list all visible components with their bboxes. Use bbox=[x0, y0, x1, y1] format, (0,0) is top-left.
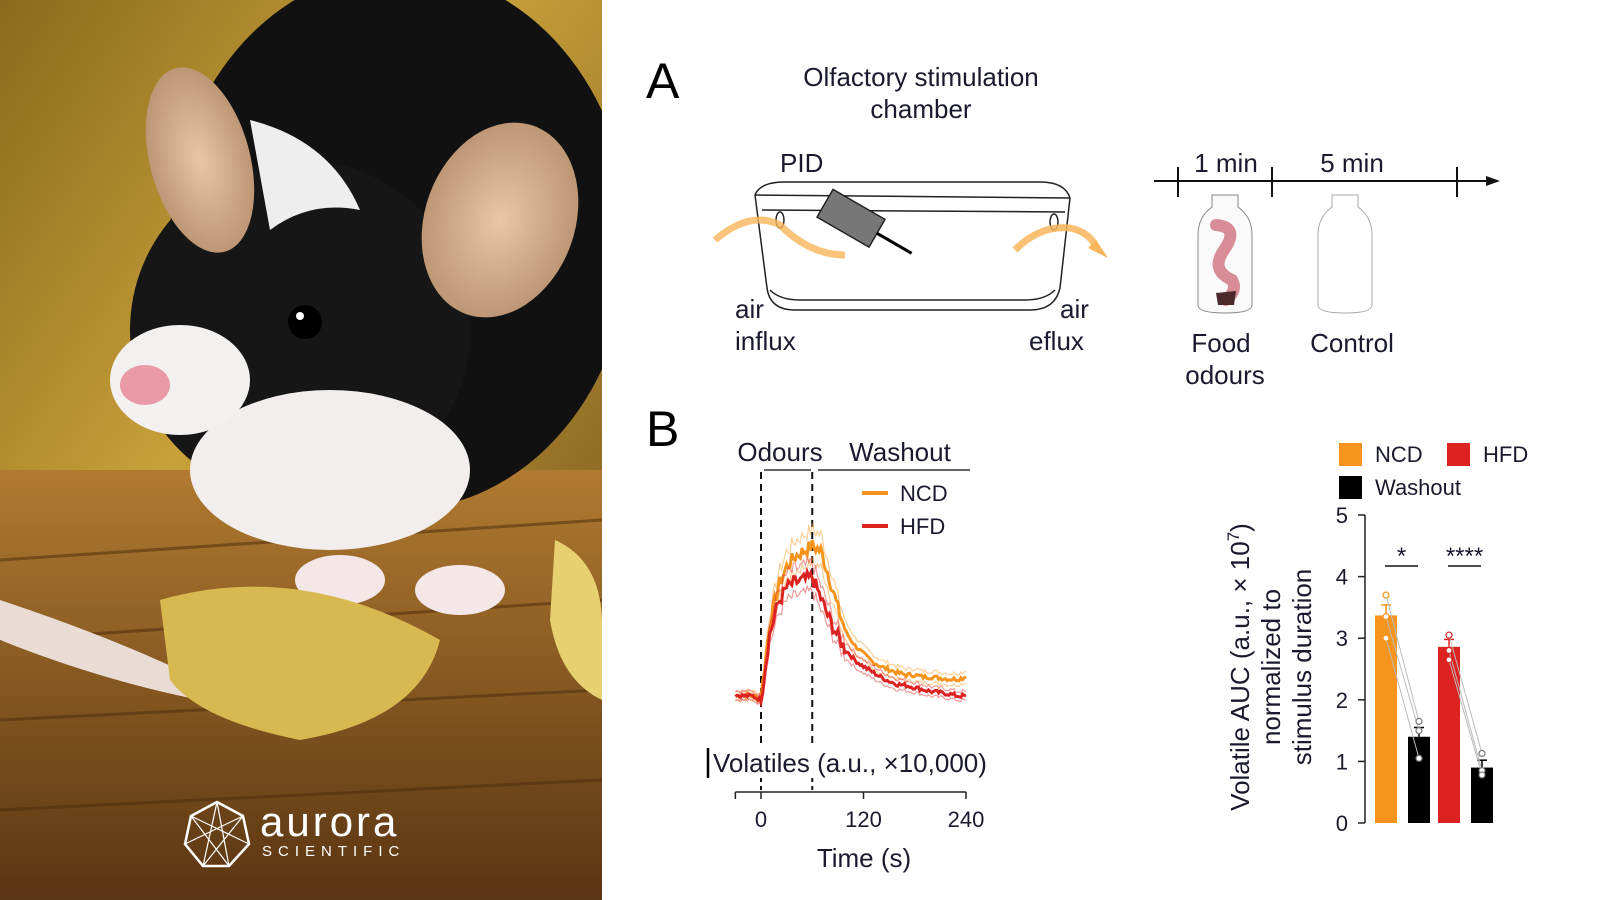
washout-label: Washout bbox=[849, 437, 951, 467]
data-point bbox=[1382, 613, 1390, 621]
y-tick-label: 1 bbox=[1336, 749, 1348, 774]
panel-b-letter: B bbox=[646, 401, 680, 457]
legend-ncd-swatch bbox=[1339, 443, 1362, 466]
data-point bbox=[1415, 726, 1423, 735]
data-point bbox=[1415, 717, 1423, 725]
control-bottle-icon bbox=[1317, 194, 1373, 314]
sem-upper-hfd bbox=[735, 555, 967, 700]
air-influx-label-2: influx bbox=[735, 326, 796, 356]
odours-label: Odours bbox=[737, 437, 823, 467]
data-point bbox=[1445, 646, 1453, 655]
y-tick-label: 2 bbox=[1336, 688, 1348, 713]
x-tick-label: 240 bbox=[948, 807, 985, 832]
data-point bbox=[1445, 656, 1453, 664]
bar-ylabel-line1: Volatile AUC (a.u., × 107) bbox=[1224, 523, 1255, 811]
legend-hfd-label: HFD bbox=[1483, 442, 1528, 467]
air-influx-label-1: air bbox=[735, 294, 764, 324]
chamber-diagram bbox=[712, 181, 1108, 311]
logo-mark-icon bbox=[183, 800, 251, 868]
air-efflux-arrow bbox=[1012, 224, 1102, 253]
legend-hfd-swatch bbox=[1447, 443, 1470, 466]
timeline-diagram bbox=[1154, 167, 1500, 314]
food-label-2: odours bbox=[1185, 360, 1265, 390]
timeline-5min: 5 min bbox=[1320, 148, 1384, 178]
control-label: Control bbox=[1310, 328, 1394, 358]
logo-name: aurora bbox=[260, 798, 400, 845]
paired-line bbox=[1448, 659, 1483, 776]
scale-bar-label: Volatiles (a.u., ×10,000) bbox=[713, 748, 987, 778]
air-efflux-label-1: air bbox=[1060, 294, 1089, 324]
data-point bbox=[1445, 631, 1453, 639]
y-tick-label: 5 bbox=[1336, 503, 1348, 528]
mouse-photo: aurora SCIENTIFIC bbox=[0, 0, 602, 900]
significance-marker: **** bbox=[1446, 543, 1483, 570]
legend-washout-label: Washout bbox=[1375, 475, 1461, 500]
y-tick-label: 0 bbox=[1336, 811, 1348, 836]
timeline-1min: 1 min bbox=[1194, 148, 1258, 178]
bar-ylabel-line2: normalized to bbox=[1256, 589, 1286, 745]
paired-line bbox=[1448, 634, 1483, 754]
chamber-title-line2: chamber bbox=[870, 94, 972, 124]
x-tick-label: 0 bbox=[755, 807, 767, 832]
paired-line bbox=[1448, 650, 1483, 771]
sem-upper-ncd bbox=[735, 523, 967, 697]
food-bottle-icon bbox=[1197, 194, 1253, 314]
pid-sensor-icon bbox=[815, 188, 913, 255]
data-point bbox=[1415, 754, 1423, 762]
logo-subtitle: SCIENTIFIC bbox=[262, 843, 406, 860]
data-point bbox=[1382, 634, 1390, 642]
bar-hfd-washout bbox=[1471, 767, 1493, 823]
air-efflux-label-2: eflux bbox=[1029, 326, 1084, 356]
series-line-ncd bbox=[734, 539, 967, 703]
y-tick-label: 3 bbox=[1336, 626, 1348, 651]
paired-line bbox=[1385, 638, 1420, 759]
pid-label: PID bbox=[780, 148, 824, 178]
series-line-hfd bbox=[734, 566, 967, 708]
air-influx-arrow bbox=[712, 216, 846, 259]
bar-ncd-washout bbox=[1408, 736, 1430, 823]
data-point bbox=[1478, 749, 1486, 757]
significance-marker: * bbox=[1397, 543, 1406, 570]
bar-hfd-odours bbox=[1438, 646, 1460, 823]
legend-washout-swatch bbox=[1339, 476, 1362, 499]
panel-a-letter: A bbox=[646, 53, 680, 109]
sem-lower-hfd bbox=[735, 584, 967, 709]
chamber-title-line1: Olfactory stimulation bbox=[803, 62, 1039, 92]
bar-ncd-odours bbox=[1375, 615, 1397, 823]
x-tick-label: 120 bbox=[845, 807, 882, 832]
x-axis-title: Time (s) bbox=[817, 843, 911, 873]
mouse-image bbox=[0, 0, 602, 900]
aurora-logo bbox=[183, 800, 251, 873]
bar-ylabel-line3: stimulus duration bbox=[1287, 569, 1317, 766]
legend-hfd-label: HFD bbox=[900, 514, 945, 539]
legend-ncd-label: NCD bbox=[1375, 442, 1423, 467]
food-label-1: Food bbox=[1191, 328, 1251, 358]
data-point bbox=[1382, 591, 1390, 599]
legend-ncd-label: NCD bbox=[900, 481, 948, 506]
data-point bbox=[1478, 771, 1486, 779]
paired-line bbox=[1385, 594, 1420, 722]
paired-line bbox=[1385, 616, 1420, 731]
y-tick-label: 4 bbox=[1336, 565, 1348, 590]
